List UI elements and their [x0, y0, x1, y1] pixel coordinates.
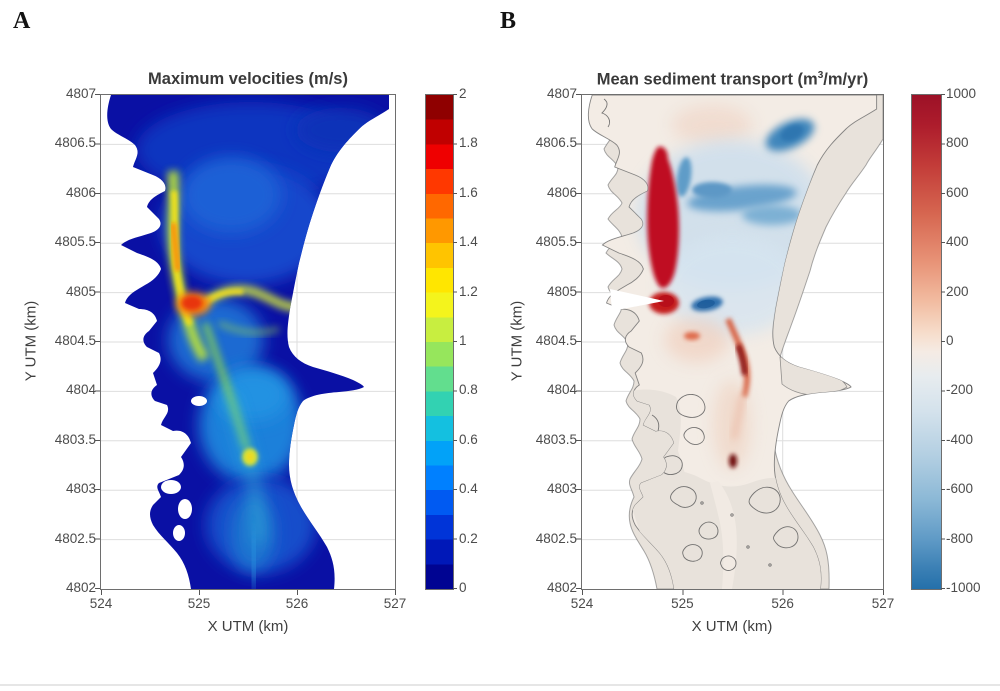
- panel-a-plot-area: [100, 94, 396, 590]
- y-tick-label: 4802.5: [535, 530, 577, 546]
- y-tick-label: 4804: [65, 382, 96, 398]
- y-tick-label: 4803.5: [535, 431, 577, 447]
- x-tick-label: 524: [570, 596, 594, 611]
- panel-a-y-tick-labels: 4807 4806.5 4806 4805.5 4805 4804.5 4804 4803.5…: [34, 85, 96, 597]
- panel-b-y-tick-labels: 4807 4806.5 4806 4805.5 4805 4804.5 4804 4803.5…: [515, 85, 577, 597]
- panel-a-x-tick-labels: 524 525 526 527: [84, 596, 412, 611]
- panel-a-letter: A: [13, 8, 31, 34]
- y-tick-label: 4805: [65, 283, 96, 299]
- y-tick-label: 4806: [65, 184, 96, 200]
- panel-a-x-tick-marks: [101, 590, 396, 595]
- colorbar-tick-label: 800: [946, 135, 969, 151]
- colorbar-tick-label: 600: [946, 184, 969, 200]
- panel-b-letter: B: [500, 8, 517, 34]
- velocity-heatmap: [101, 95, 395, 589]
- colorbar-tick-label: 1.4: [459, 234, 478, 250]
- colorbar-tick-label: 1.6: [459, 184, 478, 200]
- colorbar-tick-label: 0.8: [459, 382, 478, 398]
- panel-a-colorbar: [425, 94, 454, 590]
- colorbar-tick-label: 2: [459, 86, 467, 101]
- y-tick-label: 4806.5: [54, 135, 96, 151]
- y-tick-label: 4803: [65, 481, 96, 497]
- colorbar-tick-label: -400: [946, 431, 974, 447]
- colorbar-tick-label: 1.8: [459, 135, 478, 151]
- strong-positive-channel: [647, 146, 679, 289]
- colorbar-tick-label: -600: [946, 481, 974, 497]
- colorbar-tick-label: -800: [946, 530, 974, 546]
- x-tick-label: 527: [383, 596, 407, 611]
- panel-b-title: Mean sediment transport (m3/m/yr): [596, 70, 869, 89]
- bottom-divider: [0, 684, 1000, 686]
- panel-a-y-tick-marks: [95, 94, 100, 590]
- y-tick-label: 4804: [546, 382, 577, 398]
- panel-a-x-axis-label: X UTM (km): [207, 618, 289, 635]
- white-inlet-notch: [610, 289, 664, 311]
- y-tick-label: 4807: [546, 86, 577, 101]
- x-tick-label: 526: [285, 596, 309, 611]
- colorbar-tick-label: 0: [459, 579, 467, 595]
- colorbar-tick-label: 400: [946, 234, 969, 250]
- x-tick-label: 526: [771, 596, 794, 611]
- y-tick-label: 4802: [546, 579, 577, 595]
- colorbar-tick-label: 0: [946, 332, 954, 348]
- y-tick-label: 4802.5: [54, 530, 96, 546]
- x-tick-label: 524: [89, 596, 113, 611]
- panel-b-colorbar: [911, 94, 942, 590]
- y-tick-label: 4804.5: [535, 332, 577, 348]
- colorbar-tick-label: 1000: [946, 86, 977, 101]
- x-tick-label: 527: [871, 596, 895, 611]
- y-tick-label: 4805.5: [535, 234, 577, 250]
- y-tick-label: 4805.5: [54, 234, 96, 250]
- panel-b-plot-area: [581, 94, 884, 590]
- y-tick-label: 4803: [546, 481, 577, 497]
- panel-b-x-axis-label: X UTM (km): [691, 618, 773, 635]
- y-tick-label: 4807: [65, 86, 96, 101]
- y-tick-label: 4806.5: [535, 135, 577, 151]
- colorbar-tick-label: 0.2: [459, 530, 478, 546]
- sediment-transport-heatmap: [582, 94, 884, 590]
- panel-b-colorbar-tick-marks: [941, 94, 945, 590]
- colorbar-tick-label: 0.6: [459, 431, 478, 447]
- y-tick-label: 4806: [546, 184, 577, 200]
- panel-b-colorbar-tick-labels: 1000 800 600 400 200 0 -200 -400 -600 -800 -1000: [946, 85, 981, 597]
- y-tick-label: 4803.5: [54, 431, 96, 447]
- panel-a-colorbar-tick-marks: [453, 94, 457, 590]
- y-tick-label: 4804.5: [54, 332, 96, 348]
- land-gaps: [161, 396, 207, 541]
- colorbar-tick-label: 200: [946, 283, 969, 299]
- panel-b-y-tick-marks: [576, 94, 581, 590]
- spit-land: [779, 356, 848, 396]
- coastline-contours: [601, 98, 819, 571]
- x-tick-label: 525: [187, 596, 211, 611]
- panel-b-x-tick-marks: [582, 590, 884, 595]
- x-tick-label: 525: [671, 596, 694, 611]
- panel-a-title: Maximum velocities (m/s): [148, 70, 348, 88]
- colorbar-tick-label: 1: [459, 332, 467, 348]
- y-tick-label: 4805: [546, 283, 577, 299]
- colorbar-tick-label: 0.4: [459, 481, 478, 497]
- small-positive-spot: [729, 454, 737, 468]
- panel-b-x-tick-labels: 524 525 526 527: [565, 596, 900, 611]
- colorbar-tick-label: 1.2: [459, 283, 478, 299]
- colorbar-tick-label: -1000: [946, 579, 981, 595]
- panel-a-colorbar-tick-labels: 2 1.8 1.6 1.4 1.2 1 0.8 0.6 0.4 0.2 0: [459, 85, 478, 597]
- y-tick-label: 4802: [65, 579, 96, 595]
- colorbar-tick-label: -200: [946, 382, 974, 398]
